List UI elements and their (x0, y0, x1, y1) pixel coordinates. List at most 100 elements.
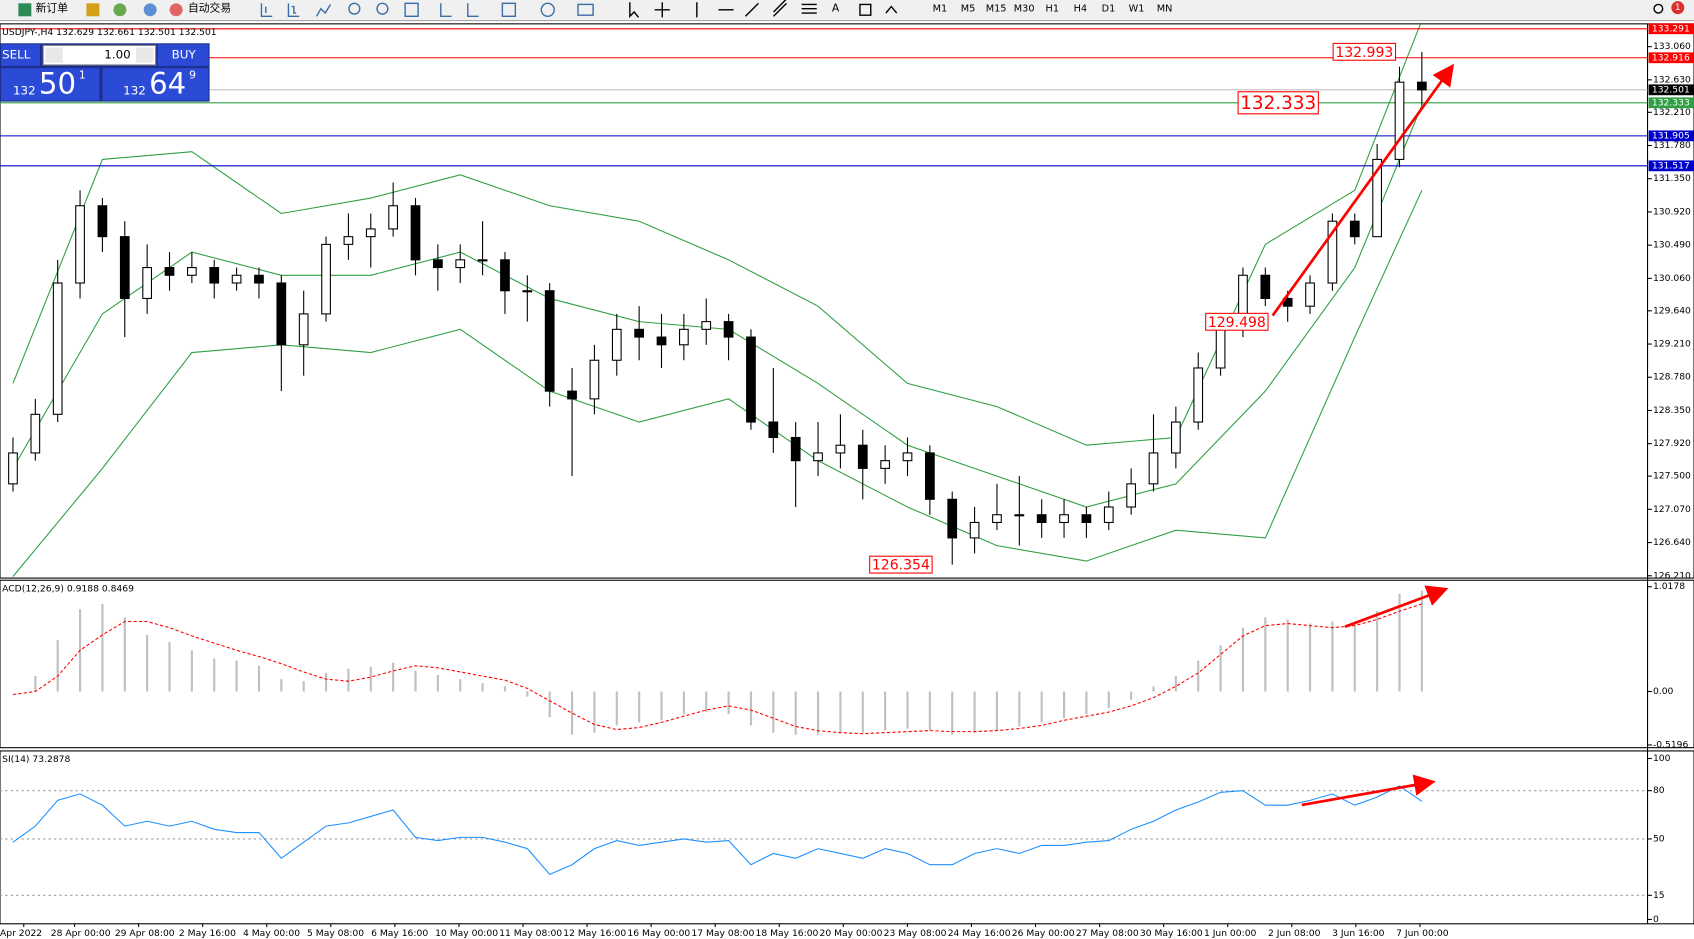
x-tick-label: 18 May 16:00 (755, 928, 818, 939)
candle-body (813, 452, 823, 462)
icon[interactable] (315, 4, 332, 17)
timeframe-button[interactable]: M30 (1014, 4, 1035, 15)
timeframe-button[interactable]: M5 (961, 4, 976, 15)
timeframe-button[interactable]: MN (1157, 4, 1173, 15)
macd-bar (190, 650, 193, 692)
icon[interactable] (577, 3, 594, 16)
icon[interactable] (113, 3, 127, 17)
macd-bar (727, 691, 730, 715)
new-order-button[interactable]: 新订单 (18, 1, 68, 17)
macd-bar (235, 660, 238, 692)
candle-body (746, 336, 756, 423)
x-tick-label: 3 Jun 16:00 (1332, 928, 1385, 939)
indicator-title: USDJPY-,H4 132.629 132.661 132.501 132.5… (2, 27, 216, 38)
timeframe-button[interactable]: W1 (1129, 4, 1145, 15)
macd-bar (705, 691, 708, 713)
icon[interactable] (744, 2, 759, 17)
candle-body (388, 205, 399, 230)
y-tick-label: 128.780 (1653, 372, 1691, 383)
candle-body (1394, 81, 1405, 160)
timeframe-button[interactable]: D1 (1102, 4, 1116, 15)
panel-1 (12, 590, 1423, 735)
candle-body (790, 436, 801, 462)
icon[interactable] (773, 0, 787, 17)
candle-body (276, 282, 287, 346)
notification-badge[interactable] (1671, 1, 1685, 15)
candle-body (1014, 514, 1025, 517)
y-tick-label: 0 (1653, 914, 1659, 925)
macd-bar (213, 658, 216, 692)
icon[interactable] (801, 3, 817, 14)
y-axis: 133.060 132.630 132.210 131.780 131.350 130.9… (1647, 23, 1694, 581)
macd-bar (1174, 676, 1177, 692)
icon[interactable] (859, 3, 872, 16)
macd-bar (816, 691, 820, 735)
candle-body (298, 313, 309, 346)
timeframe-button[interactable]: M15 (986, 4, 1007, 15)
macd-bar (682, 691, 685, 715)
price-level-box (1648, 84, 1694, 96)
buy-label[interactable]: BUY (172, 48, 197, 62)
auto-trading-button[interactable]: 自动交易 (169, 1, 232, 17)
lot-increase[interactable] (136, 47, 154, 63)
panel-2 (0, 785, 1648, 896)
lot-decrease[interactable] (45, 47, 63, 63)
macd-bar (414, 670, 417, 692)
lot-input[interactable] (42, 44, 157, 66)
macd-bar (1420, 590, 1423, 692)
icon[interactable] (467, 3, 479, 17)
lot-value[interactable]: 1.00 (104, 48, 130, 62)
icon[interactable] (885, 5, 898, 14)
price-panel (0, 23, 1694, 579)
trend-arrow (1344, 585, 1449, 628)
annotation-box (1205, 312, 1269, 331)
y-tick-label: 1.0178 (1653, 581, 1685, 592)
candle-body (947, 498, 958, 539)
price-level-label: 132.916 (1652, 52, 1690, 63)
new-order-label[interactable]: 新订单 (36, 1, 69, 15)
icon[interactable] (440, 3, 452, 17)
icon[interactable] (540, 2, 555, 17)
buy-button[interactable] (157, 44, 209, 66)
timeframe-button[interactable]: H4 (1074, 4, 1088, 15)
notification-count: 1 (1675, 3, 1681, 13)
candle-body (8, 452, 18, 485)
icon[interactable] (260, 3, 273, 17)
auto-trading-label[interactable]: 自动交易 (188, 1, 231, 15)
x-tick-label: 27 May 08:00 (1076, 928, 1139, 939)
icon[interactable] (629, 2, 640, 18)
y-tick-label: -0.5196 (1653, 739, 1689, 750)
text-tool[interactable]: A (832, 2, 840, 15)
icon[interactable] (287, 3, 300, 17)
macd-bar (347, 668, 350, 692)
candle-body (611, 328, 622, 361)
candle-body (925, 452, 935, 500)
plot-area: 133.060 132.630 132.210 131.780 131.350 130.9… (0, 23, 1694, 925)
icon[interactable] (501, 2, 517, 17)
auto-trading-icon (169, 3, 183, 17)
buy-price-box[interactable] (102, 68, 209, 101)
timeframe-button[interactable]: H1 (1046, 4, 1060, 15)
sell-button[interactable] (1, 44, 40, 66)
search-icon[interactable] (1653, 3, 1664, 14)
icon[interactable] (654, 2, 670, 18)
x-tick-label: 29 Apr 08:00 (115, 928, 175, 939)
icon[interactable] (348, 2, 361, 15)
icon[interactable] (376, 2, 389, 15)
candle-body (30, 413, 41, 454)
timeframe-button[interactable]: M1 (933, 4, 948, 15)
icon[interactable] (143, 3, 157, 17)
macd-bar (884, 691, 887, 731)
icon[interactable] (86, 3, 100, 17)
toolbar (0, 0, 1694, 21)
icon[interactable] (404, 2, 419, 17)
y-tick-label: 50 (1653, 833, 1665, 844)
sell-price-box[interactable] (1, 68, 100, 101)
y-tick-label: 100 (1653, 753, 1671, 764)
sell-label[interactable]: SELL (2, 48, 31, 62)
candle-body (1148, 452, 1159, 485)
x-tick-label: 23 May 08:00 (884, 928, 947, 939)
tool-icons (260, 0, 1664, 18)
price-level-box (1648, 160, 1694, 172)
